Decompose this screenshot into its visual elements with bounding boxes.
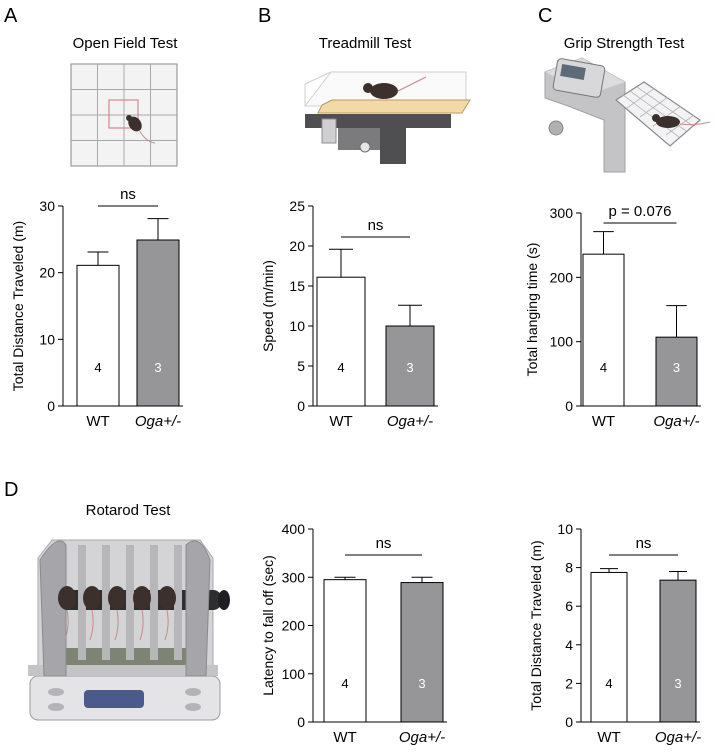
chart1-y-tick-label: 0 (297, 398, 305, 414)
chart3-n-label: 4 (341, 676, 348, 691)
chart2-y-tick-label: 300 (550, 205, 574, 221)
chart2-y-axis-title: Total hanging time (s) (524, 243, 540, 377)
chart0-n-label: 4 (94, 360, 101, 375)
chart3-y-tick-label: 0 (297, 714, 305, 730)
chart0-bar-wt (76, 264, 120, 407)
rotarod-apparatus-icon (28, 539, 230, 721)
chart2-significance-label: p = 0.076 (609, 203, 672, 220)
chart2-y-tick-label: 100 (550, 334, 574, 350)
chart0-n-label: 3 (154, 360, 161, 375)
chart2-category-label: WT (592, 413, 615, 430)
chart0-bar-oga (136, 239, 180, 407)
chart3-bar-wt (323, 579, 367, 723)
chart0-y-tick-label: 30 (39, 198, 55, 214)
chart4-category-label: WT (597, 729, 620, 746)
chart1-n-label: 4 (337, 360, 344, 375)
chart1-bar-oga (385, 325, 435, 407)
chart0-y-tick-label: 20 (39, 265, 55, 281)
chart3-y-tick-label: 200 (282, 618, 306, 634)
chart3-y-tick-label: 100 (282, 666, 306, 682)
chart1-y-tick-label: 10 (289, 318, 305, 334)
chart4-y-tick-label: 10 (557, 521, 573, 537)
chart1-significance-label: ns (368, 217, 384, 234)
chart4-y-tick-label: 4 (565, 637, 573, 653)
chart2-category-label: Oga+/- (653, 413, 699, 430)
chart1-y-tick-label: 20 (289, 238, 305, 254)
treadmill-icon (303, 71, 471, 164)
chart4-y-tick-label: 2 (565, 675, 573, 691)
chart2-y-tick-label: 0 (565, 398, 573, 414)
chart4-y-tick-label: 0 (565, 714, 573, 730)
chart0-y-axis-title: Total Distance Traveled (m) (10, 221, 26, 391)
chart3-y-axis-title: Latency to fall off (sec) (260, 555, 276, 696)
open-field-arena-icon (70, 63, 178, 167)
chart3-bar-oga (400, 582, 444, 723)
chart0-category-label: WT (86, 413, 109, 430)
chart1-category-label: WT (329, 413, 352, 430)
chart1-category-label: Oga+/- (387, 413, 433, 430)
chart4-category-label: Oga+/- (655, 729, 701, 746)
chart2-n-label: 4 (600, 360, 607, 375)
panel-label-d: D (4, 479, 18, 501)
chart4-bar-oga (659, 579, 697, 723)
grip-strength-meter-icon (544, 57, 711, 173)
chart4-y-tick-label: 6 (565, 598, 573, 614)
chart2-y-tick-label: 200 (550, 269, 574, 285)
chart1-bar-wt (316, 276, 366, 407)
panel-label-b: B (258, 5, 271, 27)
chart1-y-tick-label: 15 (289, 278, 305, 294)
chart3-y-tick-label: 300 (282, 569, 306, 585)
chart4-n-label: 3 (674, 676, 681, 691)
chart0-significance-label: ns (120, 186, 136, 203)
chart2-bar-oga (655, 336, 698, 407)
panel-label-a: A (4, 5, 18, 27)
chart2-bar-wt (582, 253, 625, 407)
panel-label-c: C (538, 5, 552, 27)
chart3-significance-label: ns (376, 535, 392, 552)
chart1-y-tick-label: 25 (289, 198, 305, 214)
chart4-bar-wt (590, 571, 628, 723)
chart1-y-tick-label: 5 (297, 358, 305, 374)
chart4-significance-label: ns (636, 535, 652, 552)
chart3-category-label: Oga+/- (399, 729, 445, 746)
chart0-y-tick-label: 0 (47, 398, 55, 414)
chart3-n-label: 3 (418, 676, 425, 691)
chart1-y-axis-title: Speed (m/min) (260, 260, 276, 352)
panel-title-d: Rotarod Test (86, 502, 172, 519)
panel-title-a: Open Field Test (73, 35, 179, 52)
chart3-category-label: WT (333, 729, 356, 746)
chart4-y-axis-title: Total Distance Traveled (m) (528, 540, 544, 710)
panel-title-b: Treadmill Test (319, 35, 412, 52)
chart1-n-label: 3 (406, 360, 413, 375)
chart3-y-tick-label: 400 (282, 521, 306, 537)
panel-title-c: Grip Strength Test (564, 35, 685, 52)
chart4-y-tick-label: 8 (565, 560, 573, 576)
chart4-n-label: 4 (605, 676, 612, 691)
chart2-n-label: 3 (673, 360, 680, 375)
chart0-y-tick-label: 10 (39, 331, 55, 347)
chart0-category-label: Oga+/- (135, 413, 181, 430)
